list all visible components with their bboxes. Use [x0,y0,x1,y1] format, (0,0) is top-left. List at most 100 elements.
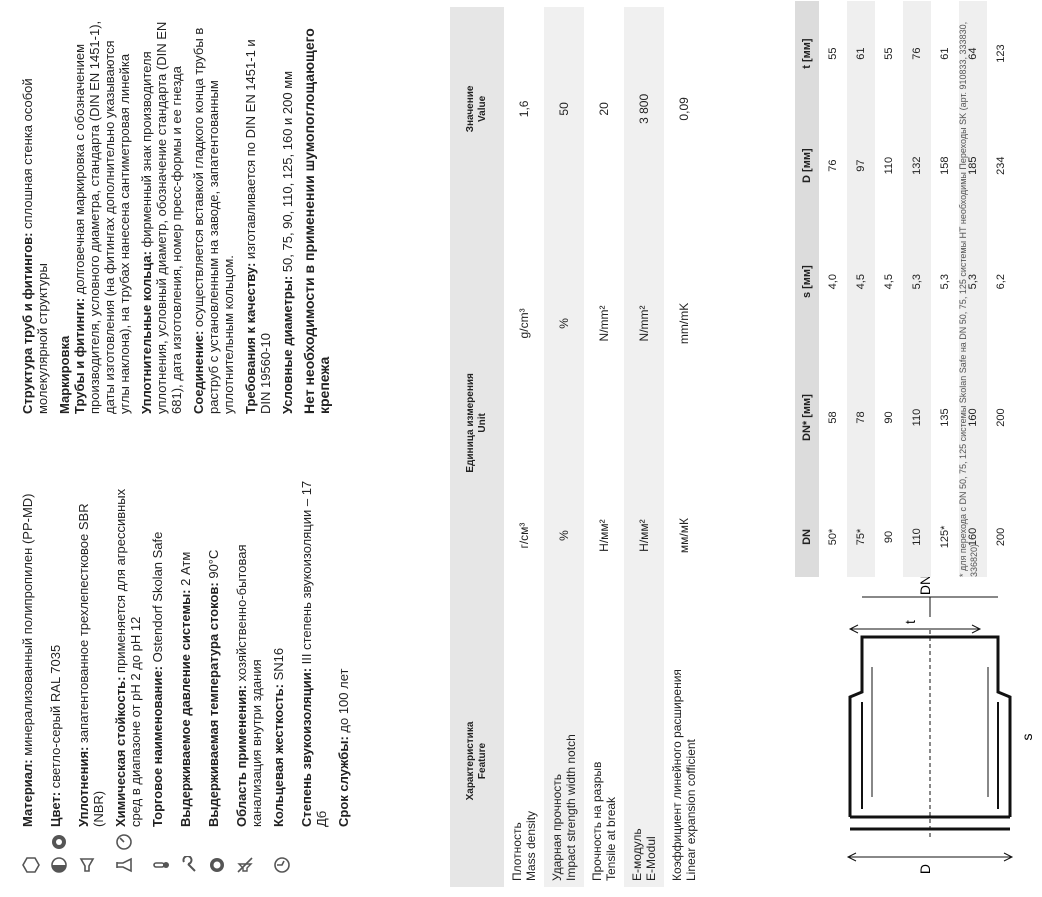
unit-ru: Н/мм² [597,519,611,552]
unit-en: N/mm² [624,210,664,437]
dim-cell: 135 [939,408,951,427]
drawing-label-d: D [917,864,933,874]
property-value: минерализованный полипропилен (PP-MD) [20,493,35,760]
pipe-drawing: Dt DN s [846,577,1035,874]
dim-row: 200 200 6,2 234 123 [987,1,1015,577]
property-value: до 100 лет [336,668,351,737]
marking-heading: Маркировка [57,335,72,414]
drawing-label-s: s [1019,734,1035,741]
feature-name: Ударная прочность Impact strength width … [544,635,584,887]
property-icons [76,827,97,875]
property-row: Материал: минерализованный полипропилен … [20,470,41,875]
property-text: Химическая стойкость: применяется для аг… [113,470,143,827]
property-label: Материал: [20,759,35,827]
dim-cell: 58 [827,411,839,424]
dim-cell: 90 [883,411,895,424]
marking-pipes: Трубы и фитинги: долговечная маркировка … [72,20,132,414]
clock-icon [272,855,292,875]
flask-icon [114,855,134,875]
dim-cell: 5,3 [903,225,931,339]
dim-header: D [мм] [795,106,819,226]
dim-cell: 110 [883,156,895,175]
filled-circle-icon [49,832,69,852]
no-sound-icon [235,855,255,875]
dim-cell: 200 [995,527,1007,547]
dim-row: 75* 78 4,5 97 61 [847,1,875,577]
property-label: Область применения: [234,685,249,827]
unit-en: mm/mK [677,302,691,345]
property-text: Степень звукоизоляции: III степень звуко… [299,470,329,827]
dim-cell: 50* [827,528,839,546]
dim-cell: 61 [939,47,951,60]
dim-cell: 125* [939,525,951,549]
header-feature: Характеристика Feature [450,635,504,887]
feature-table: Характеристика Feature Единица измерения… [450,7,704,887]
property-icons [113,827,134,875]
dim-header: t [мм] [795,1,819,107]
property-text: Выдерживаемое давление системы: 2 Атм [178,552,193,827]
dim-cell: 97 [847,106,875,226]
thermometer-icon [151,855,171,875]
property-value: SN16 [271,647,286,684]
property-icons [206,827,227,875]
property-icons [271,827,292,875]
property-value: Ostendorf Skolan Safe [150,531,165,667]
property-row: Уплотнения: запатентованное трехлепестко… [76,470,106,875]
property-icons [150,827,171,875]
dim-cell: 4,5 [883,274,895,290]
property-label: Уплотнения: [76,746,91,827]
property-text: Область применения: хозяйственно-бытовая… [234,470,264,827]
feature-value: 0,09 [677,97,691,121]
cube-icon [21,855,41,875]
property-label: Выдерживаемое давление системы: [178,589,193,827]
drawing-label-t: t [902,620,918,624]
dim-cell: 76 [903,1,931,107]
property-icons [336,827,337,875]
diameters-paragraph: Условные диаметры: 50, 75, 90, 110, 125,… [280,70,295,414]
dim-header: DN [795,496,819,577]
feature-name: Плотность Mass density [510,810,538,881]
feature-name: Прочность на разрыв Tensile at break [590,761,618,881]
unit-ru: мм/мК [677,518,691,554]
feature-name: E-модуль E-Modul [624,635,664,887]
dim-cell: 55 [883,47,895,60]
property-value: светло-серый RAL 7035 [48,644,63,792]
drawing-label-dn: DN [917,577,933,595]
half-circle-icon [49,855,69,875]
feature-row: Ударная прочность Impact strength width … [544,7,584,887]
property-label: Выдерживаемая температура стоков: [206,582,221,827]
dim-cell: 6,2 [995,274,1007,290]
property-label: Кольцевая жесткость: [271,684,286,827]
right-text: Структура труб и фитингов: сплошная стен… [20,14,339,414]
property-icons [48,827,69,875]
property-value: 90°C [206,549,221,583]
property-icons [234,827,255,875]
dim-row: 125* 135 5,3 158 61 [931,1,959,577]
dim-cell: 123 [995,44,1007,63]
quality-paragraph: Требования к качеству: изготавливается п… [243,39,273,414]
marking-rings: Уплотнительные кольца: фирменный знак пр… [139,21,184,414]
property-label: Срок службы: [336,736,351,827]
property-icons [299,827,300,875]
dim-cell: 90 [883,530,895,544]
dim-row: 50* 58 4,0 76 55 [819,1,847,577]
dim-cell: 110 [903,338,931,497]
wrench-icon [179,855,199,875]
dim-cell: 234 [995,156,1007,175]
dimension-table: DN DN* [мм] s [мм] D [мм] t [мм] 50* 58 4,0 76 5… [795,1,1015,577]
property-text: Срок службы: до 100 лет [336,669,351,827]
property-row: Химическая стойкость: применяется для аг… [113,470,143,875]
feature-value: 3 800 [624,7,664,211]
property-text: Торговое наименование: Ostendorf Skolan … [150,532,165,827]
unit-en: g/cm³ [517,308,531,339]
dim-row: 90 90 4,5 110 55 [875,1,903,577]
ring-icon [207,855,227,875]
property-row: Торговое наименование: Ostendorf Skolan … [150,470,171,875]
dim-cell: 55 [827,47,839,60]
dim-row: 110 110 5,3 132 76 [903,1,931,577]
feature-value: 50 [544,7,584,211]
feature-row: Плотность Mass density г/см³ g/cm³ 1,6 [504,7,544,887]
feature-row: Прочность на разрыв Tensile at break Н/мм… [584,7,624,887]
feature-name: Коэффициент линейного расширения Linear … [670,669,698,881]
dim-cell: 158 [939,156,951,175]
